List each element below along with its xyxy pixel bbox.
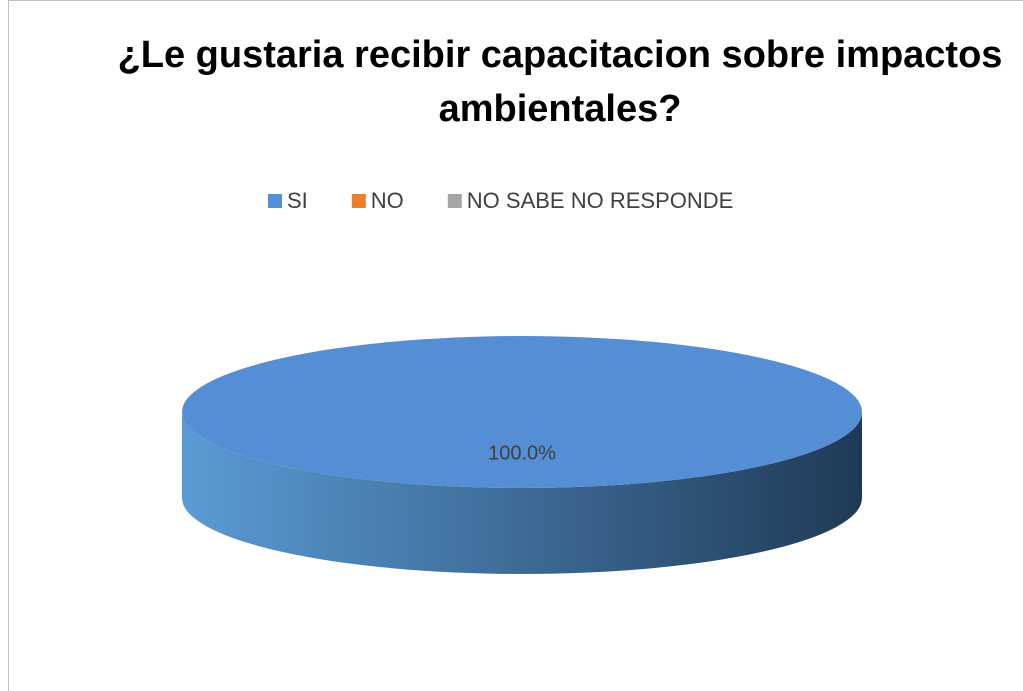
data-label: 100.0% bbox=[488, 442, 556, 464]
legend-swatch bbox=[351, 194, 366, 208]
legend-swatch bbox=[268, 194, 282, 208]
legend-label: NO SABE NO RESPONDE bbox=[467, 188, 734, 213]
legend-swatch bbox=[447, 194, 462, 208]
chart-frame bbox=[8, 0, 1023, 691]
legend-label: NO bbox=[371, 188, 404, 213]
chart-title: ¿Le gustaria recibir capacitacion sobre … bbox=[117, 34, 1003, 130]
slice-side bbox=[182, 412, 862, 574]
slice bbox=[182, 336, 862, 488]
legend-label: SI bbox=[287, 188, 308, 213]
